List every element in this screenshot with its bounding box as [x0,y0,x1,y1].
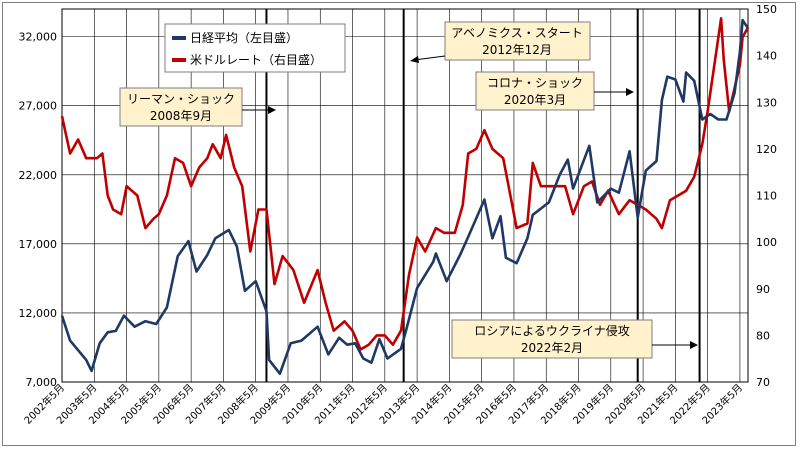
annotation-box [475,71,595,111]
x-axis-ticks: 2002年5月2003年5月2004年5月2005年5月2006年5月2007年… [21,381,745,427]
annotation-abenomics: アベノミクス・スタート 2012年12月 [410,21,591,63]
annotation-line1: リーマン・ショック [127,92,235,106]
left-tick-label: 27,000 [19,100,58,113]
right-tick-label: 80 [756,329,770,342]
right-tick-label: 90 [756,283,770,296]
legend-label-nikkei: 日経平均（左目盛） [190,30,298,45]
right-tick-label: 130 [756,96,777,109]
right-tick-label: 120 [756,143,777,156]
annotation-line1: ロシアによるウクライナ侵攻 [474,323,629,338]
left-tick-label: 22,000 [19,169,58,182]
right-tick-label: 100 [756,236,777,249]
legend-box [164,23,346,73]
annotation-line2: 2022年2月 [521,341,583,355]
left-tick-label: 17,000 [19,238,58,251]
legend-label-usd: 米ドルレート（右目盛） [190,52,322,67]
annotation-box [451,319,653,359]
left-axis-ticks: 7,000 12,000 17,000 22,000 27,000 32,000 [19,31,58,389]
annotation-lehman: リーマン・ショック 2008年9月 [119,87,276,127]
left-tick-label: 12,000 [19,307,58,320]
annotation-line1: コロナ・ショック [487,76,583,90]
right-tick-label: 110 [756,190,777,203]
right-tick-label: 140 [756,50,777,63]
annotation-line2: 2020年3月 [504,93,566,107]
annotation-ukraine: ロシアによるウクライナ侵攻 2022年2月 [451,319,698,359]
right-tick-label: 70 [756,376,770,389]
right-tick-label: 150 [756,3,777,16]
annotation-box [119,87,243,127]
left-tick-label: 32,000 [19,31,58,44]
series-line-nikkei [60,18,750,375]
left-tick-label: 7,000 [26,376,58,389]
series-layer [60,17,750,375]
annotation-line2: 2012年12月 [482,43,552,57]
legend: 日経平均（左目盛） 米ドルレート（右目盛） [164,23,346,73]
annotation-box [444,21,591,61]
annotation-line2: 2008年9月 [150,109,212,123]
series-line-usd [60,17,750,351]
annotation-covid: コロナ・ショック 2020年3月 [475,71,634,111]
annotation-line1: アベノミクス・スタート [451,26,582,40]
right-axis-ticks: 70 80 90 100 110 120 130 140 150 [756,3,777,389]
